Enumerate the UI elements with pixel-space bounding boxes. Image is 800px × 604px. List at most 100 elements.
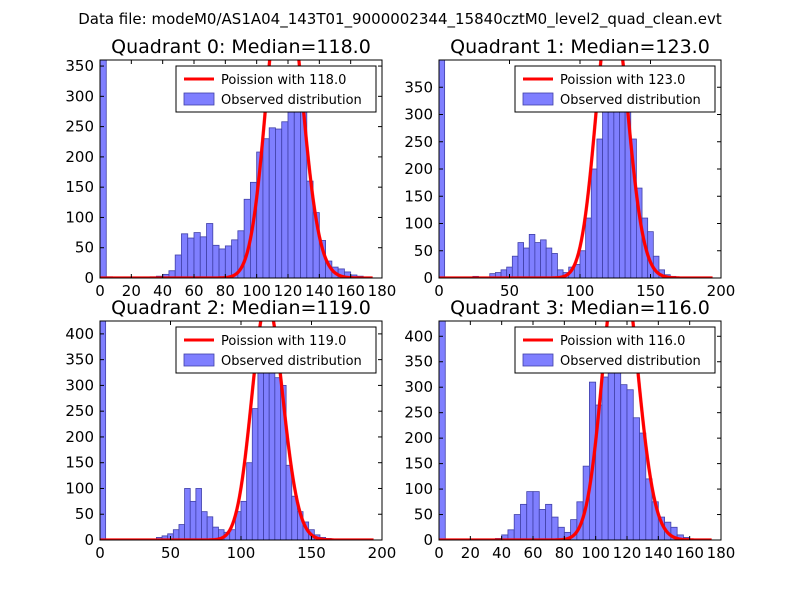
histogram-bar [626, 389, 634, 540]
histogram-bar [532, 491, 540, 540]
y-tick-label: 100 [404, 215, 433, 233]
y-tick-label: 350 [65, 351, 94, 369]
legend-poisson-label: Poission with 118.0 [221, 73, 346, 88]
y-tick-label: 50 [75, 239, 94, 257]
subplot-quadrant-3: 0 20 40 60 80 100 120 140 160 1800501001502002503… [404, 297, 735, 562]
histogram-bar [189, 500, 197, 540]
x-tick-label: 120 [613, 544, 642, 562]
histogram-bar [620, 384, 628, 540]
x-tick-label: 40 [492, 544, 511, 562]
y-tick-label: 300 [404, 106, 433, 124]
y-tick-label: 150 [65, 178, 94, 196]
histogram-bar [607, 89, 615, 278]
legend-observed-swatch [183, 353, 215, 367]
axes-frame [99, 59, 383, 279]
poisson-curve [439, 321, 712, 540]
histogram-bar [100, 321, 107, 540]
histogram-bar [439, 321, 446, 540]
histogram-bar [293, 108, 301, 278]
histogram-bar [257, 354, 264, 540]
histogram-bar [178, 524, 186, 540]
y-tick-label: 200 [404, 429, 433, 447]
y-tick-label: 50 [75, 505, 94, 523]
histogram-bar [540, 239, 547, 278]
x-tick-label: 80 [216, 282, 235, 300]
y-tick-label: 0 [84, 531, 94, 549]
y-tick-label: 200 [404, 160, 433, 178]
histogram-bar [187, 237, 195, 278]
histogram-bar [240, 500, 248, 540]
y-tick-label: 350 [404, 353, 433, 371]
x-tick-label: 0 [434, 282, 444, 300]
x-tick-label: 200 [368, 544, 397, 562]
x-tick-label: 100 [227, 544, 256, 562]
legend-observed-label: Observed distribution [221, 354, 362, 369]
legend-observed-label: Observed distribution [221, 93, 362, 108]
x-tick-label: 100 [566, 282, 595, 300]
x-tick-label: 60 [184, 282, 203, 300]
y-tick-label: 100 [65, 208, 94, 226]
histogram-bar [511, 255, 519, 278]
legend-observed-swatch [522, 92, 554, 106]
y-tick-label: 250 [65, 402, 94, 420]
x-tick-label: 140 [644, 544, 673, 562]
y-tick-label: 150 [404, 455, 433, 473]
y-tick-label: 150 [404, 187, 433, 205]
histogram-bar [513, 514, 521, 540]
histogram-bar [596, 138, 603, 278]
histogram-bar [526, 491, 534, 540]
histogram-bar [262, 138, 270, 278]
y-tick-label: 300 [65, 376, 94, 394]
x-tick-label: 120 [274, 282, 303, 300]
y-tick-label: 400 [65, 325, 94, 343]
y-tick-label: 150 [65, 454, 94, 472]
legend-observed-label: Observed distribution [560, 354, 701, 369]
legend: Poission with 123.0 Observed distribution [514, 65, 716, 113]
histogram-bars [439, 321, 712, 540]
x-tick-label: 200 [707, 282, 736, 300]
y-tick-label: 300 [65, 87, 94, 105]
x-tick-label: 180 [368, 282, 397, 300]
legend-observed-swatch [183, 92, 215, 106]
y-tick-label: 100 [404, 480, 433, 498]
y-tick-label: 0 [423, 269, 433, 287]
x-tick-label: 50 [500, 282, 519, 300]
y-tick-label: 350 [65, 57, 94, 75]
x-tick-label: 40 [153, 282, 172, 300]
histogram-bar [614, 351, 622, 540]
legend-poisson-label: Poission with 123.0 [560, 73, 685, 88]
x-tick-label: 0 [434, 544, 444, 562]
subplot-quadrant-0: 0 20 40 60 80 100 120 140 160 1800501001502002503… [65, 36, 397, 300]
legend: Poission with 118.0 Observed distribution [175, 65, 377, 113]
y-tick-label: 250 [404, 133, 433, 151]
subplot-title: Quadrant 0: Median=118.0 [111, 36, 371, 58]
x-tick-label: 150 [297, 544, 326, 562]
histogram-bar [551, 253, 558, 278]
histogram-bar [517, 242, 525, 278]
y-tick-label: 200 [65, 428, 94, 446]
figure-suptitle: Data file: modeM0/AS1A04_143T01_90000023… [78, 10, 722, 29]
legend-poisson-label: Poission with 116.0 [560, 334, 685, 349]
histogram-bar [184, 488, 191, 540]
histogram-bar [551, 516, 559, 540]
subplot-quadrant-2: 0 50 100 150 200 0 50 100 150 200 250 300 350 400 Quad… [65, 297, 396, 562]
y-tick-label: 250 [65, 118, 94, 136]
x-tick-label: 150 [636, 282, 665, 300]
histogram-bar [601, 376, 609, 540]
histogram-bar [590, 168, 598, 278]
x-tick-label: 160 [336, 282, 365, 300]
y-tick-label: 200 [65, 148, 94, 166]
histogram-bar [246, 462, 253, 540]
subplot-title: Quadrant 3: Median=116.0 [450, 297, 710, 319]
x-tick-label: 140 [305, 282, 334, 300]
histogram-bar [520, 503, 528, 540]
histogram-bar [619, 108, 626, 278]
x-tick-label: 20 [461, 544, 480, 562]
histogram-bar [251, 408, 259, 540]
y-tick-label: 50 [414, 506, 433, 524]
histogram-bar [534, 242, 541, 278]
histogram-bar [174, 254, 182, 278]
histogram-bar [199, 236, 207, 278]
legend-poisson-label: Poission with 119.0 [221, 334, 346, 349]
